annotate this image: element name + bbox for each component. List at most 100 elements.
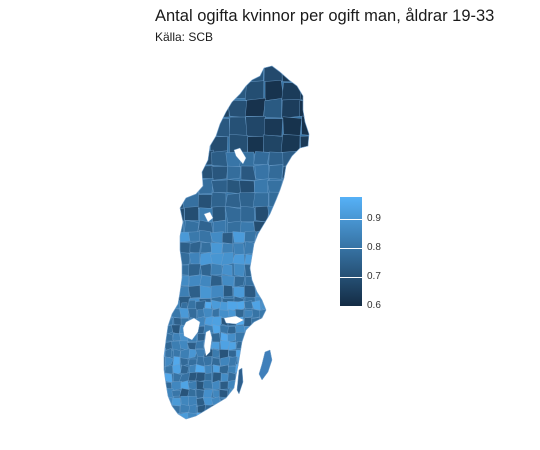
municipality-region	[291, 381, 303, 391]
municipality-region	[243, 332, 255, 342]
municipality-region	[307, 372, 309, 381]
municipality-region	[254, 163, 270, 181]
municipality-region	[235, 406, 246, 416]
municipality-region	[164, 178, 170, 195]
municipality-region	[243, 365, 255, 375]
municipality-region	[195, 340, 205, 350]
municipality-region	[202, 307, 213, 319]
municipality-region	[202, 389, 213, 399]
municipality-region	[275, 374, 286, 383]
municipality-region	[309, 389, 316, 399]
municipality-region	[284, 397, 293, 407]
municipality-region	[275, 299, 286, 311]
municipality-region	[252, 404, 261, 416]
municipality-region	[299, 264, 309, 277]
municipality-region	[283, 372, 294, 381]
municipality-region	[173, 99, 193, 119]
municipality-region	[310, 297, 321, 309]
municipality-region	[301, 115, 309, 137]
municipality-region	[268, 405, 278, 415]
municipality-region	[174, 66, 194, 83]
municipality-region	[211, 165, 228, 181]
map-title: Antal ogifta kvinnor per ogift man, åldr…	[155, 7, 495, 25]
municipality-region	[210, 332, 221, 343]
municipality-region	[223, 284, 234, 297]
municipality-region	[284, 404, 294, 415]
municipality-region	[269, 396, 278, 407]
municipality-region	[298, 405, 309, 415]
municipality-region	[299, 363, 309, 375]
municipality-region	[251, 325, 262, 336]
municipality-region	[164, 207, 172, 224]
municipality-region	[275, 285, 290, 300]
municipality-region	[268, 151, 284, 166]
municipality-region	[182, 178, 199, 195]
municipality-region	[306, 356, 309, 367]
municipality-region	[190, 79, 211, 101]
municipality-region	[259, 404, 270, 415]
municipality-region	[155, 325, 163, 334]
municipality-region	[310, 232, 323, 243]
municipality-region	[165, 254, 179, 265]
municipality-region	[226, 100, 248, 119]
municipality-region	[276, 273, 290, 287]
municipality-region	[298, 230, 309, 243]
municipality-region	[266, 296, 278, 310]
municipality-region	[228, 421, 238, 430]
municipality-region	[306, 397, 309, 406]
municipality-region	[211, 205, 226, 223]
municipality-region	[264, 263, 280, 276]
municipality-region	[164, 66, 176, 83]
municipality-region	[290, 325, 301, 336]
municipality-region	[310, 287, 322, 298]
municipality-region	[287, 296, 300, 308]
municipality-region	[300, 324, 309, 336]
municipality-region	[288, 231, 301, 245]
municipality-region	[228, 116, 248, 138]
municipality-region	[284, 333, 295, 342]
municipality-region	[170, 180, 186, 195]
municipality-region	[209, 66, 230, 83]
municipality-region	[307, 365, 309, 373]
municipality-region	[292, 395, 302, 406]
municipality-region	[298, 240, 309, 256]
municipality-region	[252, 192, 269, 207]
municipality-region	[198, 165, 215, 180]
municipality-region	[234, 276, 246, 288]
municipality-region	[251, 380, 262, 391]
municipality-region	[191, 134, 210, 154]
municipality-region	[276, 380, 286, 390]
legend-label-1: 0.8	[367, 241, 381, 253]
municipality-region	[275, 406, 285, 415]
municipality-region	[283, 365, 294, 375]
municipality-region	[268, 219, 282, 237]
municipality-region	[221, 275, 235, 288]
municipality-region	[296, 178, 309, 195]
municipality-region	[307, 315, 309, 326]
municipality-region	[291, 364, 302, 374]
gotland-island	[258, 349, 273, 381]
oland-island	[236, 367, 244, 395]
municipality-region	[282, 307, 293, 320]
legend-colorbar	[340, 197, 362, 307]
municipality-region	[264, 252, 278, 264]
municipality-region	[229, 396, 238, 408]
municipality-region	[167, 274, 179, 288]
municipality-region	[280, 134, 301, 153]
municipality-region	[235, 340, 245, 349]
municipality-region	[212, 420, 222, 430]
municipality-region	[306, 403, 309, 413]
municipality-region	[254, 178, 269, 195]
municipality-region	[236, 300, 245, 311]
municipality-region	[292, 309, 302, 320]
municipality-region	[280, 221, 296, 236]
municipality-region	[164, 388, 165, 399]
municipality-region	[267, 333, 278, 342]
municipality-region	[182, 149, 200, 167]
municipality-region	[295, 151, 309, 166]
municipality-region	[232, 231, 246, 243]
municipality-region	[300, 420, 310, 429]
municipality-region	[220, 397, 230, 408]
municipality-region	[276, 411, 285, 419]
municipality-region	[298, 254, 309, 266]
